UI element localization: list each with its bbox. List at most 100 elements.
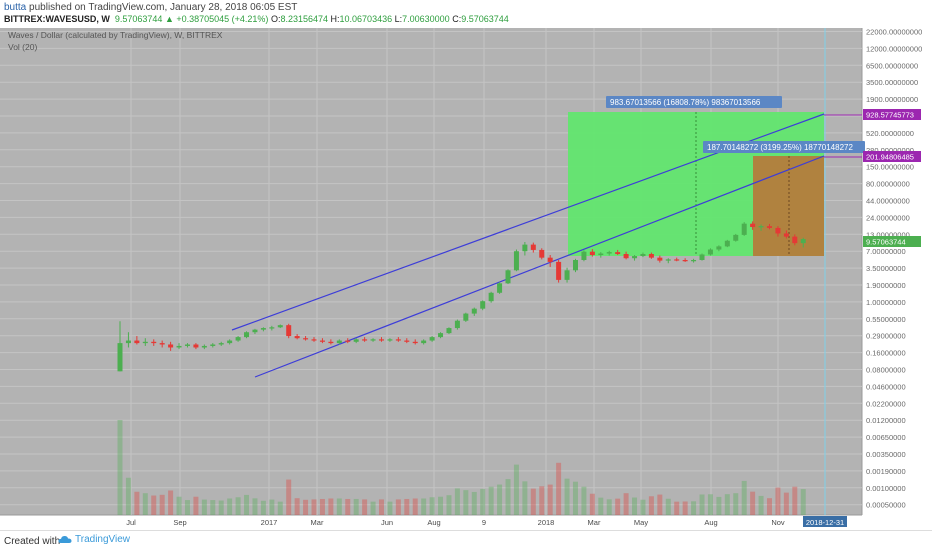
candle [741, 222, 747, 236]
candle-body [691, 260, 697, 262]
candle [657, 255, 663, 263]
volume-bar [328, 498, 334, 515]
tradingview-link[interactable]: TradingView [58, 534, 130, 545]
candle [311, 337, 317, 342]
volume-bar [362, 499, 368, 515]
candle [277, 324, 283, 329]
candle [800, 237, 806, 248]
volume-bar [311, 499, 317, 515]
volume-bar [488, 486, 494, 515]
price-tag-box [863, 151, 921, 162]
candle [488, 291, 494, 303]
volume-bar [277, 501, 283, 515]
candle [218, 341, 224, 346]
volume-bar [421, 498, 427, 515]
candle [547, 254, 553, 267]
volume-bar [606, 499, 612, 515]
price-axis[interactable]: 22000.00000000 12000.00000000 6500.0000000… [866, 28, 922, 510]
candle-body [286, 325, 292, 337]
candle-body [421, 340, 427, 344]
volume-bar [572, 481, 578, 515]
volume-bar [707, 494, 713, 515]
candle-body [463, 313, 469, 321]
candle [716, 245, 722, 252]
volume-bar [640, 499, 646, 515]
price-tick-label: 3.50000000 [866, 264, 906, 273]
candle [328, 339, 334, 345]
candle [497, 281, 503, 294]
target-box-lower[interactable] [753, 156, 824, 256]
time-tick-label: Sep [173, 518, 186, 527]
candle-body [505, 270, 511, 284]
target-boxes[interactable] [568, 112, 862, 256]
price-tags: 928.57745773 201.94806485 9.57063744 [863, 109, 921, 247]
measure-label-box[interactable] [703, 141, 865, 153]
measure-label-box[interactable] [606, 96, 782, 108]
candle-body [480, 301, 486, 309]
measure-annotations[interactable]: 983.67013566 (16808.78%) 98367013566 187.… [606, 96, 865, 153]
price-tick-label: 0.02200000 [866, 399, 906, 408]
candle-body [193, 344, 199, 348]
candle-body [800, 239, 806, 244]
tradingview-cloud-icon [58, 536, 72, 543]
volume-bar [564, 478, 570, 515]
volume-bar [741, 480, 747, 515]
candle [750, 221, 756, 230]
volume-bar [446, 495, 452, 515]
volume-bar [378, 499, 384, 515]
price-tick-label: 280.00000000 [866, 146, 914, 155]
price-tick-label: 520.00000000 [866, 129, 914, 138]
price-tick-label: 0.04600000 [866, 382, 906, 391]
candle [775, 226, 781, 237]
author-link[interactable]: butta [4, 2, 27, 13]
candle [151, 339, 157, 346]
candle-body [117, 343, 123, 372]
candle-body [227, 340, 233, 344]
candle-body [733, 234, 739, 241]
candle-body [564, 270, 570, 280]
price-tick-label: 44.00000000 [866, 197, 910, 206]
price-tick-label: 13.00000000 [866, 230, 910, 239]
volume-bar [648, 496, 654, 515]
candle-body [328, 341, 334, 344]
candle-body [598, 253, 604, 255]
candle-body [792, 236, 798, 244]
price-tick-label: 7.00000000 [866, 247, 906, 256]
candle [539, 248, 545, 260]
candle-body [741, 223, 747, 235]
candle-body [530, 244, 536, 250]
candle-body [362, 339, 368, 341]
time-axis[interactable]: Jul Sep 2017 Mar Jun Aug 9 2018 Mar May Aug Nov 2018… [126, 516, 847, 527]
volume-bar [303, 499, 309, 515]
candle-body [353, 339, 359, 342]
volume-bar [353, 498, 359, 515]
candle [117, 321, 123, 372]
price-tick-label: 22000.00000000 [866, 28, 922, 37]
candle-body [674, 259, 680, 261]
volume-bar [142, 493, 148, 515]
last-price: 9.57063744 [114, 14, 163, 24]
candle-body [269, 327, 275, 329]
volume-bar [412, 498, 418, 515]
candle-body [775, 227, 781, 234]
price-chart[interactable]: 983.67013566 (16808.78%) 98367013566 187.… [0, 28, 932, 528]
volume-bar [294, 498, 300, 515]
candle [699, 253, 705, 261]
volume-bar [766, 498, 772, 515]
volume-bar [260, 500, 266, 515]
candle [370, 338, 376, 342]
candle-body [387, 339, 393, 341]
candle [674, 257, 680, 262]
price-tick-label: 1900.00000000 [866, 95, 918, 104]
candle [691, 258, 697, 263]
volume-bar [539, 486, 545, 515]
candle-body [134, 340, 140, 344]
candle-body [142, 341, 148, 344]
volume-bar [218, 500, 224, 515]
candle [530, 242, 536, 253]
channel-lower-line[interactable] [254, 155, 825, 378]
volume-bar [615, 498, 621, 515]
candle-body [572, 260, 578, 271]
volume-bar [623, 493, 629, 515]
time-tick-label: 2018 [538, 518, 555, 527]
